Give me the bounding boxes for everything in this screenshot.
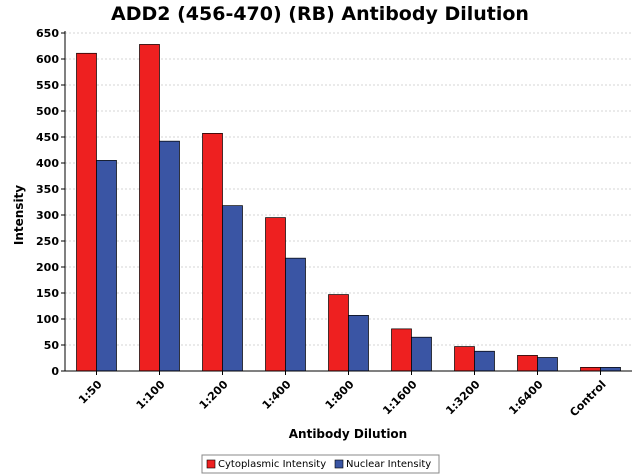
bar-nuclear-control bbox=[600, 367, 621, 372]
legend-label-nuclear: Nuclear Intensity bbox=[346, 459, 431, 470]
y-tick-label-450: 450 bbox=[36, 131, 59, 144]
x-tick-label-6: 1:3200 bbox=[443, 378, 483, 418]
bar-cytoplasmic-1-50 bbox=[76, 52, 97, 372]
x-tick-label-7: 1:6400 bbox=[506, 378, 546, 418]
y-tick-label-400: 400 bbox=[36, 157, 59, 170]
y-tick-label-300: 300 bbox=[36, 209, 59, 222]
bar-nuclear-1-400 bbox=[285, 257, 306, 372]
bar-cytoplasmic-1-6400 bbox=[517, 355, 538, 372]
y-tick-label-250: 250 bbox=[36, 235, 59, 248]
legend-border bbox=[201, 454, 440, 474]
x-axis-label: Antibody Dilution bbox=[289, 427, 407, 441]
x-tick-label-5: 1:1600 bbox=[380, 378, 420, 418]
bar-nuclear-1-800 bbox=[348, 315, 369, 372]
y-axis-label: Intensity bbox=[12, 185, 26, 245]
y-tick-label-650: 650 bbox=[36, 27, 59, 40]
legend-swatch-nuclear bbox=[334, 459, 344, 469]
chart-title: ADD2 (456-470) (RB) Antibody Dilution bbox=[111, 3, 529, 25]
bars bbox=[76, 44, 621, 372]
legend-swatch-cytoplasmic bbox=[206, 459, 216, 469]
bar-nuclear-1-100 bbox=[159, 140, 180, 372]
bar-nuclear-1-1600 bbox=[411, 336, 432, 372]
x-tick-label-0: 1:50 bbox=[76, 378, 105, 407]
bar-cytoplasmic-1-200 bbox=[202, 133, 223, 372]
bar-nuclear-1-50 bbox=[96, 160, 117, 372]
x-tick-label-8: Control bbox=[567, 378, 608, 419]
legend-label-cytoplasmic: Cytoplasmic Intensity bbox=[218, 459, 326, 470]
y-tick-label-350: 350 bbox=[36, 183, 59, 196]
x-tick-label-3: 1:400 bbox=[260, 378, 294, 412]
legend: Cytoplasmic Intensity Nuclear Intensity bbox=[201, 454, 440, 474]
bar-cytoplasmic-1-800 bbox=[328, 294, 349, 372]
y-tick-label-100: 100 bbox=[36, 313, 59, 326]
bar-cytoplasmic-1-400 bbox=[265, 217, 286, 372]
bar-cytoplasmic-1-100 bbox=[139, 44, 160, 372]
x-axis: 1:50 1:100 1:200 1:400 1:800 1:1600 1:3200 1:64… bbox=[65, 370, 632, 419]
y-tick-label-550: 550 bbox=[36, 79, 59, 92]
bar-cytoplasmic-1-3200 bbox=[454, 346, 475, 372]
x-tick-label-2: 1:200 bbox=[197, 378, 231, 412]
bar-nuclear-1-200 bbox=[222, 205, 243, 372]
y-tick-label-50: 50 bbox=[44, 339, 60, 352]
y-axis: 0 50 100 150 200 250 300 350 400 450 500 550 600 650 bbox=[36, 27, 66, 378]
bar-nuclear-1-3200 bbox=[474, 350, 495, 372]
bar-cytoplasmic-control bbox=[580, 367, 601, 372]
x-tick-label-4: 1:800 bbox=[323, 378, 357, 412]
y-tick-label-200: 200 bbox=[36, 261, 59, 274]
bar-nuclear-1-6400 bbox=[537, 357, 558, 372]
y-tick-label-150: 150 bbox=[36, 287, 59, 300]
x-tick-label-1: 1:100 bbox=[134, 378, 168, 412]
grid-lines bbox=[65, 32, 632, 346]
y-tick-label-0: 0 bbox=[51, 365, 59, 378]
y-tick-label-500: 500 bbox=[36, 105, 59, 118]
y-tick-label-600: 600 bbox=[36, 53, 59, 66]
bar-cytoplasmic-1-1600 bbox=[391, 328, 412, 372]
